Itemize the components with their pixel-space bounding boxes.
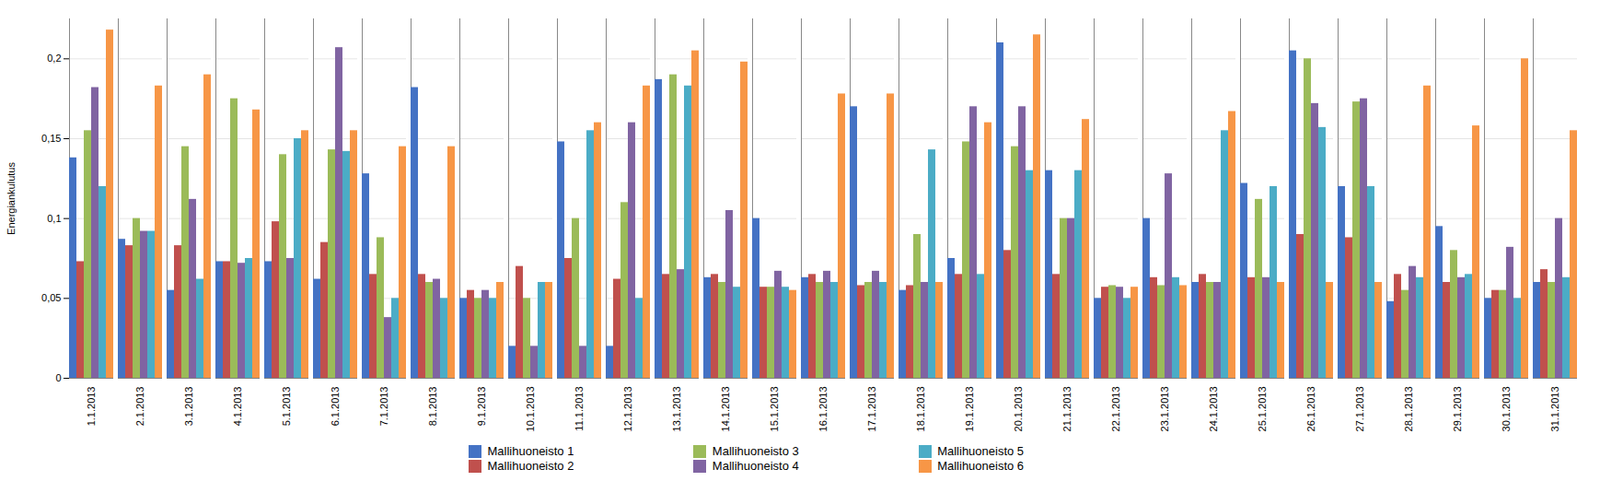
svg-text:23.1.2013: 23.1.2013	[1159, 386, 1171, 432]
svg-text:14.1.2013: 14.1.2013	[719, 386, 731, 432]
svg-text:20.1.2013: 20.1.2013	[1012, 386, 1024, 432]
svg-text:10.1.2013: 10.1.2013	[524, 386, 536, 432]
svg-text:8.1.2013: 8.1.2013	[427, 386, 439, 427]
html-text:Mallihuoneisto 2: Mallihuoneisto 2	[487, 458, 574, 473]
svg-text:27.1.2013: 27.1.2013	[1354, 386, 1366, 432]
html-text:Mallihuoneisto 1: Mallihuoneisto 1	[487, 443, 574, 458]
svg-text:Energiankulutus: Energiankulutus	[5, 162, 17, 235]
svg-text:7.1.2013: 7.1.2013	[378, 386, 390, 427]
svg-text:1.1.2013: 1.1.2013	[85, 386, 97, 427]
svg-text:9.1.2013: 9.1.2013	[475, 386, 487, 427]
svg-text:12.1.2013: 12.1.2013	[622, 386, 634, 432]
svg-text:21.1.2013: 21.1.2013	[1061, 386, 1073, 432]
svg-text:4.1.2013: 4.1.2013	[231, 386, 244, 427]
svg-text:5.1.2013: 5.1.2013	[280, 386, 292, 427]
svg-text:18.1.2013: 18.1.2013	[915, 386, 927, 432]
svg-text:29.1.2013: 29.1.2013	[1451, 386, 1463, 432]
svg-text:11.1.2013: 11.1.2013	[573, 386, 585, 431]
svg-text:2.1.2013: 2.1.2013	[134, 386, 146, 427]
svg-text:31.1.2013: 31.1.2013	[1549, 386, 1561, 432]
svg-text:0,05: 0,05	[41, 291, 61, 303]
svg-text:6.1.2013: 6.1.2013	[329, 386, 341, 427]
svg-text:26.1.2013: 26.1.2013	[1305, 386, 1317, 432]
svg-text:0: 0	[55, 371, 61, 383]
svg-text:28.1.2013: 28.1.2013	[1402, 386, 1415, 432]
svg-text:25.1.2013: 25.1.2013	[1256, 386, 1268, 432]
svg-text:0,15: 0,15	[41, 132, 61, 144]
svg-text:3.1.2013: 3.1.2013	[183, 386, 195, 427]
svg-text:30.1.2013: 30.1.2013	[1500, 386, 1512, 432]
svg-text:24.1.2013: 24.1.2013	[1207, 386, 1219, 432]
svg-text:0,1: 0,1	[46, 212, 61, 224]
html-text:Mallihuoneisto 4: Mallihuoneisto 4	[712, 458, 799, 473]
svg-text:13.1.2013: 13.1.2013	[671, 386, 683, 432]
html-text:Mallihuoneisto 3: Mallihuoneisto 3	[712, 443, 799, 458]
svg-text:0,2: 0,2	[46, 52, 61, 64]
svg-text:19.1.2013: 19.1.2013	[963, 386, 975, 432]
html-text:Mallihuoneisto 5: Mallihuoneisto 5	[937, 443, 1024, 458]
html-text:Mallihuoneisto 6: Mallihuoneisto 6	[937, 458, 1024, 473]
svg-text:22.1.2013: 22.1.2013	[1110, 386, 1122, 432]
svg-text:15.1.2013: 15.1.2013	[768, 386, 780, 432]
svg-text:16.1.2013: 16.1.2013	[817, 386, 829, 432]
svg-text:17.1.2013: 17.1.2013	[866, 386, 878, 432]
